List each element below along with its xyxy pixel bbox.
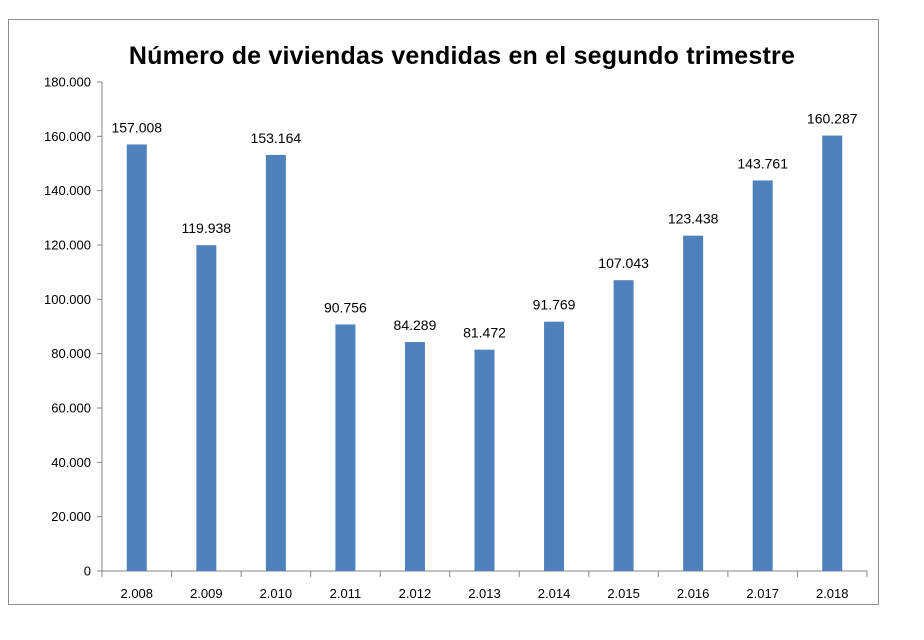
y-tick-label: 180.000	[44, 75, 91, 90]
x-tick-label: 2.011	[330, 586, 362, 601]
data-label: 84.289	[394, 317, 437, 333]
x-tick-label: 2.010	[260, 586, 293, 601]
x-tick-label: 2.018	[816, 586, 849, 601]
x-tick-label: 2.012	[399, 586, 432, 601]
bar	[544, 321, 565, 571]
x-tick-label: 2.009	[190, 586, 223, 601]
x-tick-label: 2.017	[746, 586, 779, 601]
chart-title: Número de viviendas vendidas en el segun…	[128, 42, 796, 70]
bar	[126, 144, 147, 571]
y-tick-label: 20.000	[51, 509, 91, 524]
y-tick-label: 120.000	[44, 238, 91, 253]
y-tick-label: 160.000	[44, 129, 91, 144]
x-tick-label: 2.016	[677, 586, 710, 601]
x-tick-label: 2.013	[468, 586, 501, 601]
data-label: 91.769	[533, 297, 576, 313]
chart-frame	[8, 19, 879, 605]
bar	[404, 342, 425, 571]
bar	[752, 180, 773, 571]
y-tick-label: 0	[84, 564, 91, 579]
data-label: 123.438	[668, 211, 719, 227]
bar	[613, 280, 634, 571]
data-label: 119.938	[182, 220, 232, 236]
y-tick-label: 80.000	[51, 346, 91, 361]
data-label: 160.287	[807, 111, 858, 127]
x-tick-label: 2.015	[607, 586, 640, 601]
bar	[335, 324, 356, 571]
data-label: 153.164	[251, 130, 302, 146]
data-label: 107.043	[598, 255, 649, 271]
data-label: 157.008	[111, 119, 162, 135]
data-label: 90.756	[324, 299, 367, 315]
x-tick-label: 2.014	[538, 586, 571, 601]
bar	[822, 135, 843, 571]
bar	[196, 245, 217, 571]
bar	[265, 154, 286, 571]
y-tick-label: 60.000	[51, 401, 91, 416]
y-tick-label: 140.000	[44, 183, 91, 198]
y-tick-label: 40.000	[51, 455, 91, 470]
x-tick-label: 2.008	[120, 586, 153, 601]
y-tick-label: 100.000	[44, 292, 91, 307]
data-label: 81.472	[463, 325, 506, 341]
data-label: 143.761	[737, 155, 788, 171]
bar	[474, 349, 495, 571]
bar	[683, 235, 704, 571]
